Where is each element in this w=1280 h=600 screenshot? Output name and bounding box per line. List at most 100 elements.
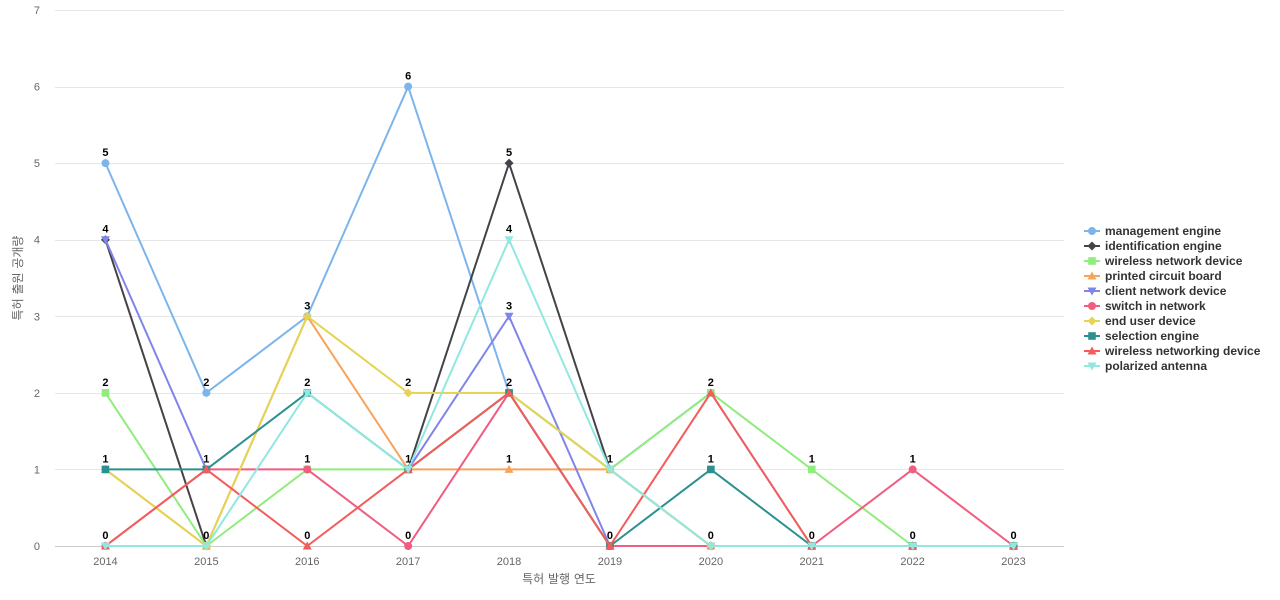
data-label: 1	[910, 453, 916, 465]
data-point	[707, 465, 715, 474]
data-point	[403, 465, 413, 474]
data-label: 0	[607, 530, 613, 542]
series-end-user-device	[100, 311, 1019, 551]
data-label: 2	[506, 377, 512, 389]
legend-label: switch in network	[1105, 299, 1206, 313]
data-label: 0	[304, 530, 310, 542]
data-point	[202, 388, 211, 397]
x-tick-label: 2015	[194, 556, 218, 568]
legend-item[interactable]: selection engine	[1084, 329, 1199, 343]
x-tick-label: 2023	[1001, 556, 1025, 568]
data-point	[403, 388, 413, 398]
data-point	[100, 542, 110, 551]
data-label: 1	[506, 453, 512, 465]
data-point	[201, 542, 211, 551]
data-point	[302, 389, 312, 398]
data-point	[605, 465, 615, 474]
legend-label: end user device	[1105, 314, 1196, 328]
data-label: 3	[304, 300, 310, 312]
data-point	[101, 159, 110, 168]
legend-label: client network device	[1105, 284, 1227, 298]
data-label: 1	[203, 453, 209, 465]
legend-item[interactable]: wireless network device	[1084, 254, 1243, 268]
data-point	[101, 465, 110, 474]
data-label: 5	[102, 147, 108, 159]
legend-item[interactable]: client network device	[1084, 284, 1227, 298]
data-point	[504, 464, 514, 473]
data-label: 0	[1010, 530, 1016, 542]
data-point	[404, 542, 413, 550]
legend-marker	[1087, 241, 1097, 251]
data-label: 0	[910, 530, 916, 542]
legend-item[interactable]: management engine	[1084, 224, 1221, 238]
legend-label: wireless networking device	[1104, 344, 1261, 358]
data-point	[504, 158, 514, 168]
legend-label: polarized antenna	[1105, 359, 1207, 373]
x-tick-label: 2018	[497, 556, 521, 568]
x-tick-label: 2014	[93, 556, 117, 568]
series-line	[104, 238, 1015, 547]
legend-marker	[1087, 362, 1097, 371]
data-label: 5	[506, 147, 512, 159]
data-point	[605, 541, 615, 550]
data-label: 2	[203, 377, 209, 389]
data-label: 2	[304, 377, 310, 389]
legend-label: management engine	[1105, 224, 1221, 238]
x-axis-ticks: 2014 2015 2016 2017 2018 2019 2020 2021 2022 2023	[93, 556, 1026, 568]
x-tick-label: 2017	[396, 556, 420, 568]
series-lines	[100, 82, 1019, 551]
data-point	[807, 542, 817, 551]
data-label: 1	[102, 453, 108, 465]
x-tick-label: 2019	[598, 556, 622, 568]
data-point	[807, 465, 816, 474]
x-tick-label: 2020	[699, 556, 723, 568]
data-label: 2	[405, 377, 411, 389]
data-point	[302, 541, 312, 550]
legend-item[interactable]: printed circuit board	[1084, 269, 1222, 283]
legend-label: printed circuit board	[1105, 269, 1222, 283]
y-tick-label: 0	[34, 541, 40, 553]
data-label: 6	[405, 71, 411, 83]
data-point	[302, 311, 312, 321]
legend-marker	[1087, 316, 1097, 326]
legend-item[interactable]: identification engine	[1084, 239, 1222, 253]
data-point	[504, 312, 514, 321]
data-label: 0	[708, 530, 714, 542]
y-tick-label: 6	[34, 82, 40, 94]
data-label: 2	[708, 377, 714, 389]
x-tick-label: 2021	[800, 556, 824, 568]
data-label: 1	[405, 453, 411, 465]
legend-item[interactable]: switch in network	[1084, 299, 1206, 313]
data-point	[706, 388, 716, 397]
data-label: 0	[809, 530, 815, 542]
legend-item[interactable]: polarized antenna	[1084, 359, 1207, 373]
data-point	[201, 464, 211, 473]
legend-marker	[1087, 271, 1097, 280]
legend-label: wireless network device	[1104, 254, 1243, 268]
data-point	[404, 82, 413, 91]
legend-label: selection engine	[1105, 329, 1199, 343]
data-label: 1	[304, 453, 310, 465]
x-tick-label: 2022	[900, 556, 924, 568]
y-tick-label: 7	[34, 5, 40, 17]
x-tick-label: 2016	[295, 556, 319, 568]
data-label: 1	[809, 453, 815, 465]
legend-label: identification engine	[1105, 239, 1222, 253]
series-polarized-antenna	[100, 236, 1019, 551]
y-tick-label: 1	[34, 464, 40, 476]
data-point	[1009, 542, 1019, 551]
legend-item[interactable]: end user device	[1084, 314, 1196, 328]
y-tick-label: 2	[34, 388, 40, 400]
y-tick-label: 3	[34, 311, 40, 323]
legend-item[interactable]: wireless networking device	[1084, 344, 1261, 358]
data-label: 0	[102, 530, 108, 542]
data-label: 4	[102, 224, 109, 236]
data-point	[504, 236, 514, 245]
data-point	[908, 465, 917, 474]
data-label: 2	[102, 377, 108, 389]
legend-marker	[1087, 287, 1097, 296]
y-tick-label: 4	[34, 235, 40, 247]
data-point	[504, 388, 514, 397]
